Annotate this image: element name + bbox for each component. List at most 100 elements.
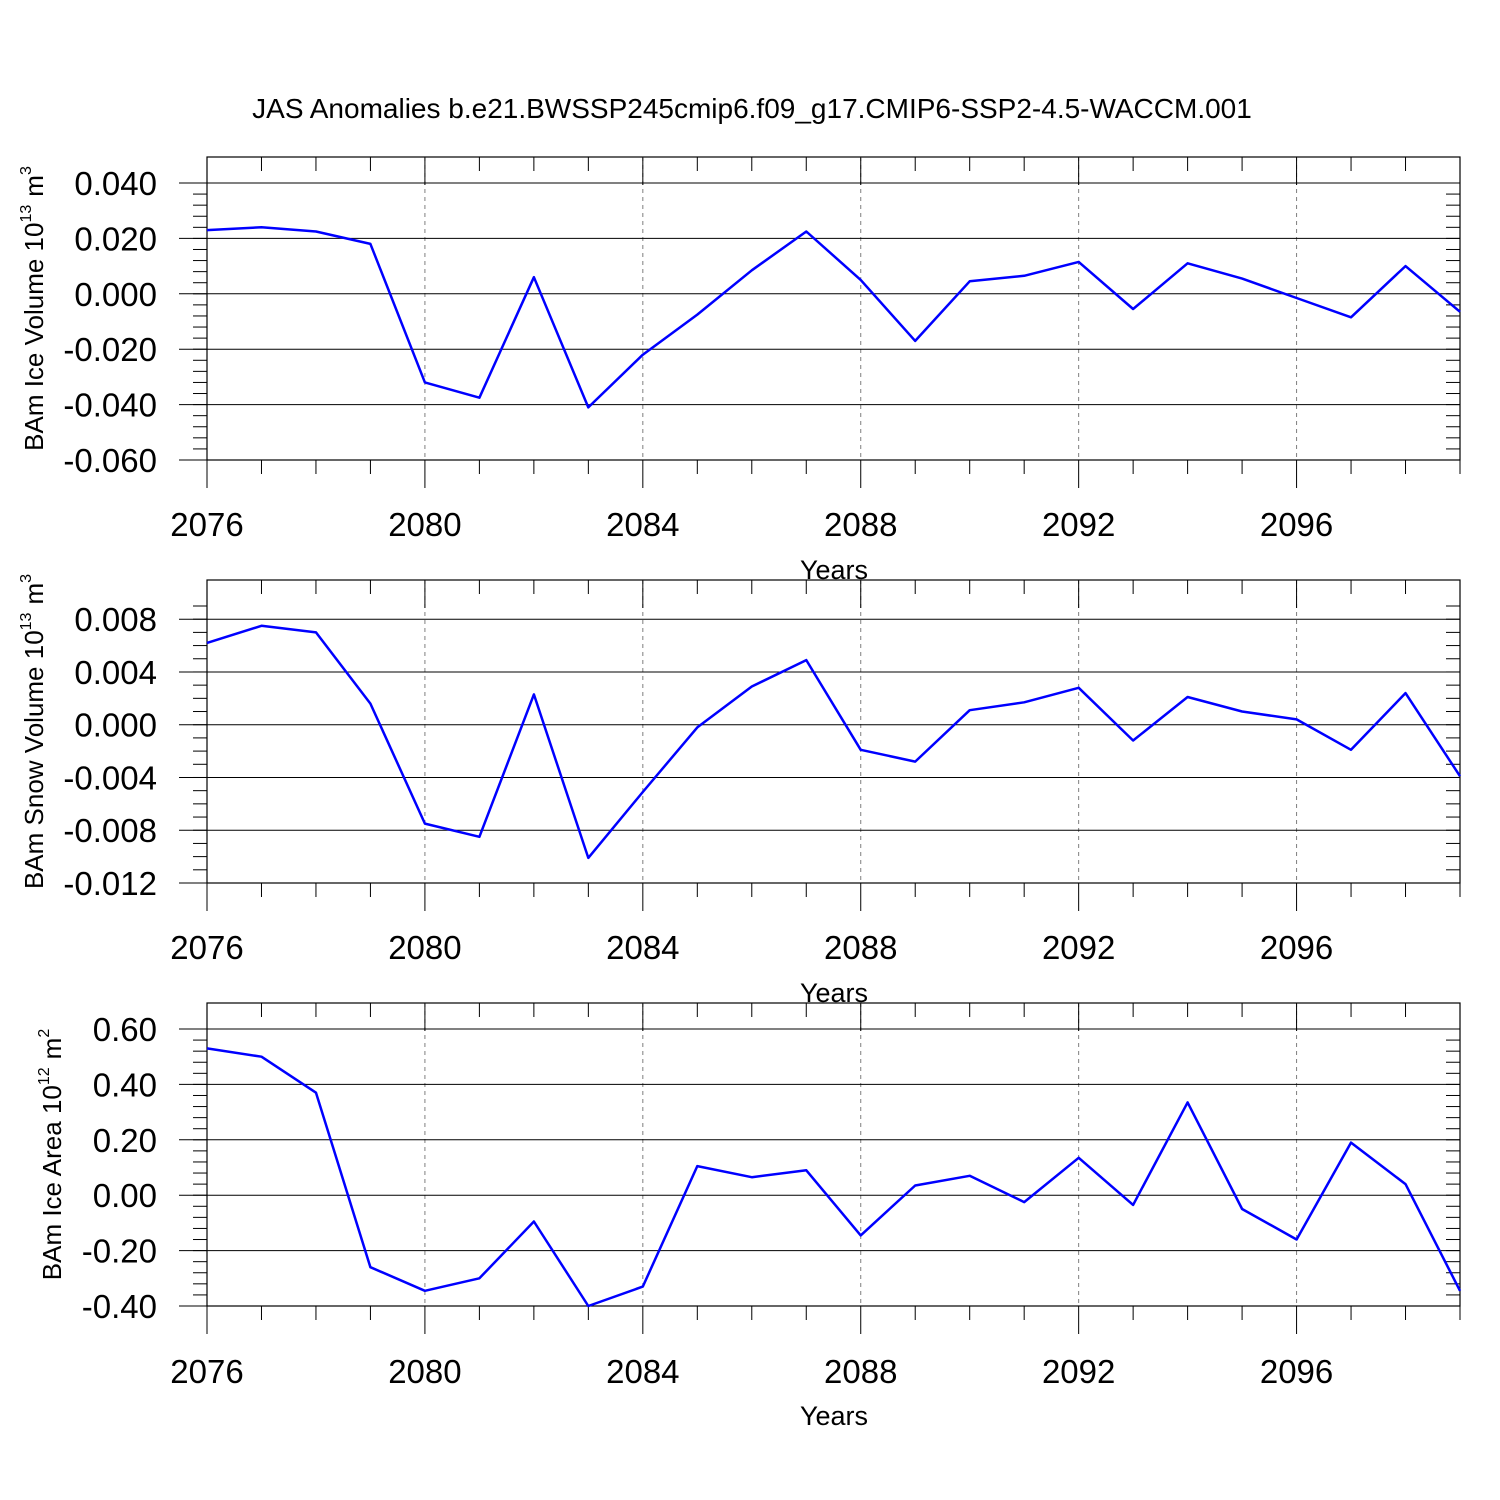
data-point	[641, 790, 645, 794]
data-point	[750, 684, 754, 688]
data-point	[1404, 1182, 1408, 1186]
y-tick-label: -0.020	[63, 331, 157, 368]
series-line	[206, 226, 1461, 409]
data-point	[695, 313, 699, 317]
x-tick-label: 2092	[1042, 506, 1115, 543]
x-tick-label: 2088	[824, 929, 897, 966]
x-tick-label: 2096	[1260, 1353, 1333, 1390]
data-point	[368, 1265, 372, 1269]
y-tick-label: 0.20	[93, 1122, 157, 1159]
panels: 0.040 0.020 0.000 -0.020 -0.040 -0.060 2076 208…	[18, 156, 1462, 1431]
data-point	[1240, 1207, 1244, 1211]
y-tick-label: 0.008	[74, 601, 157, 638]
data-point	[1131, 307, 1135, 311]
y-tick-label: -0.40	[82, 1288, 157, 1325]
data-point	[913, 1184, 917, 1188]
x-tick-label: 2076	[170, 506, 243, 543]
data-point	[1186, 261, 1190, 265]
data-point	[695, 1164, 699, 1168]
data-point	[1077, 686, 1081, 690]
y-axis-label: BAm Ice Area 1012 m2	[36, 1029, 67, 1281]
data-point	[1458, 774, 1462, 778]
data-point	[913, 339, 917, 343]
data-point	[859, 748, 863, 752]
x-tick-label: 2076	[170, 1353, 243, 1390]
data-point	[695, 725, 699, 729]
series-line	[206, 1047, 1462, 1308]
data-point	[804, 229, 808, 233]
x-tick-label: 2076	[170, 929, 243, 966]
data-point	[1349, 1141, 1353, 1145]
data-point	[968, 1174, 972, 1178]
y-axis-label-main: BAm Snow Volume 10	[19, 630, 49, 889]
x-tick-label: 2096	[1260, 929, 1333, 966]
data-point	[1022, 700, 1026, 704]
data-point	[423, 822, 427, 826]
data-point	[586, 856, 590, 860]
x-tick-label: 2088	[824, 506, 897, 543]
data-point	[750, 1175, 754, 1179]
data-point	[641, 353, 645, 357]
x-tick-label: 2092	[1042, 1353, 1115, 1390]
data-point	[477, 396, 481, 400]
y-axis-label-main: BAm Ice Area 10	[37, 1085, 67, 1280]
y-tick-label: 0.60	[93, 1011, 157, 1048]
y-axis-label-unit-exponent: 3	[18, 574, 35, 583]
data-point	[314, 229, 318, 233]
x-tick-label: 2080	[388, 1353, 461, 1390]
x-tick-label: 2096	[1260, 506, 1333, 543]
y-tick-label: 0.040	[74, 165, 157, 202]
x-tick-label: 2084	[606, 1353, 679, 1390]
data-point	[968, 279, 972, 283]
data-point	[586, 1304, 590, 1308]
y-tick-label: -0.008	[63, 812, 157, 849]
y-tick-label: 0.00	[93, 1177, 157, 1214]
data-point	[259, 225, 263, 229]
data-point	[1022, 274, 1026, 278]
data-point	[1295, 296, 1299, 300]
data-point	[1186, 695, 1190, 699]
data-point	[1022, 1200, 1026, 1204]
y-tick-label: 0.000	[74, 276, 157, 313]
data-point	[750, 268, 754, 272]
y-tick-label: -0.004	[63, 759, 157, 796]
data-point	[1131, 1203, 1135, 1207]
data-point	[1295, 717, 1299, 721]
y-tick-label: -0.20	[82, 1233, 157, 1270]
y-tick-label: -0.060	[63, 442, 157, 479]
data-point	[1404, 264, 1408, 268]
y-tick-label: 0.004	[74, 654, 157, 691]
y-tick-label: 0.000	[74, 707, 157, 744]
data-point	[1349, 748, 1353, 752]
data-point	[423, 1289, 427, 1293]
x-tick-label: 2080	[388, 506, 461, 543]
data-point	[314, 630, 318, 634]
y-tick-label: -0.040	[63, 387, 157, 424]
data-point	[1186, 1100, 1190, 1104]
y-axis-label-exponent: 13	[18, 205, 35, 223]
chart-panel-2: 0.008 0.004 0.000 -0.004 -0.008 -0.012 2076 208…	[18, 574, 1462, 1008]
data-point	[804, 658, 808, 662]
x-tick-label: 2092	[1042, 929, 1115, 966]
data-point	[532, 275, 536, 279]
y-tick-label: 0.40	[93, 1066, 157, 1103]
data-point	[859, 278, 863, 282]
y-axis-label-unit: m	[37, 1038, 67, 1060]
data-point	[1077, 1156, 1081, 1160]
x-axis-label: Years	[800, 1401, 868, 1431]
data-point	[859, 1233, 863, 1237]
x-tick-label: 2084	[606, 506, 679, 543]
data-point	[641, 1285, 645, 1289]
data-point	[913, 760, 917, 764]
data-point	[477, 835, 481, 839]
data-point	[1131, 739, 1135, 743]
y-tick-label: 0.020	[74, 220, 157, 257]
data-point	[259, 1055, 263, 1059]
data-point	[205, 641, 209, 645]
y-axis-label-unit-exponent: 3	[18, 166, 35, 175]
data-point	[586, 405, 590, 409]
data-point	[1458, 310, 1462, 314]
y-axis-label-unit-exponent: 2	[36, 1029, 53, 1038]
data-point	[1404, 691, 1408, 695]
data-point	[1240, 277, 1244, 281]
